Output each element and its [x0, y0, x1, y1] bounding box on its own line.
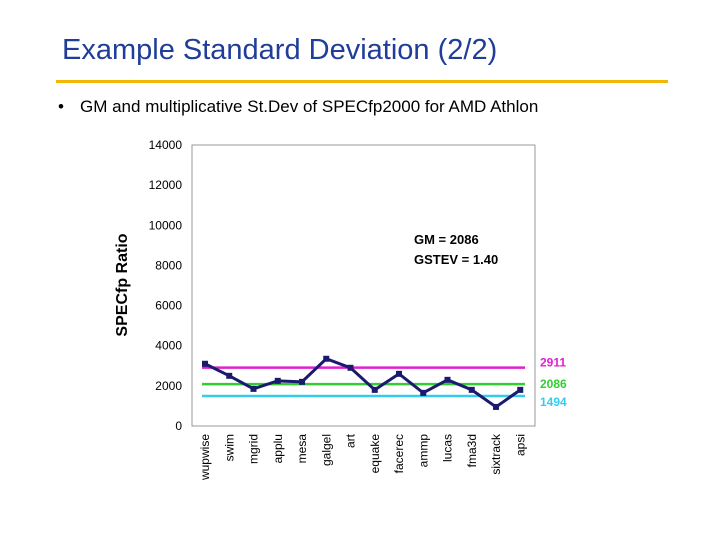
- x-tick-label: sixtrack: [489, 433, 503, 475]
- x-tick-label: ammp: [416, 434, 430, 468]
- x-tick-label: facerec: [392, 434, 406, 473]
- y-tick-label: 14000: [149, 138, 183, 152]
- x-tick-label: swim: [222, 434, 236, 461]
- bullet-symbol: •: [58, 97, 64, 116]
- x-tick-label: wupwise: [198, 434, 212, 481]
- data-point: [347, 364, 354, 371]
- x-tick-label: mgrid: [247, 434, 261, 464]
- reference-line-label: 2911: [540, 356, 566, 370]
- data-point: [420, 389, 427, 396]
- data-point: [493, 403, 499, 410]
- x-tick-label: lucas: [441, 434, 455, 462]
- data-point: [250, 385, 257, 392]
- series-line: [204, 357, 522, 409]
- data-point: [202, 360, 208, 367]
- y-tick-label: 8000: [155, 258, 182, 272]
- slide-title: Example Standard Deviation (2/2): [62, 34, 498, 66]
- x-tick-label: art: [344, 433, 358, 448]
- title-underline: [56, 80, 668, 83]
- x-tick-label: equake: [368, 434, 382, 474]
- y-tick-label: 10000: [149, 218, 183, 232]
- data-point: [226, 372, 233, 379]
- y-tick-label: 6000: [155, 299, 182, 313]
- reference-line-label: 1494: [540, 395, 567, 409]
- data-point: [468, 386, 475, 393]
- bullet-item: • GM and multiplicative St.Dev of SPECfp2…: [58, 97, 538, 117]
- chart-annotation: GSTEV = 1.40: [414, 252, 498, 267]
- data-point: [396, 370, 402, 377]
- y-tick-label: 2000: [155, 379, 182, 393]
- x-tick-label: apsi: [513, 434, 527, 456]
- bullet-text: GM and multiplicative St.Dev of SPECfp20…: [80, 97, 539, 116]
- data-point: [444, 376, 451, 383]
- data-point: [299, 378, 305, 385]
- chart-annotation: GM = 2086: [414, 232, 479, 247]
- x-tick-label: galgel: [319, 434, 333, 466]
- x-tick-label: mesa: [295, 434, 309, 464]
- data-point: [274, 377, 281, 384]
- data-point: [517, 386, 524, 393]
- y-tick-label: 12000: [149, 178, 183, 192]
- data-point: [371, 386, 378, 393]
- x-tick-label: applu: [271, 434, 285, 463]
- data-point: [323, 355, 330, 362]
- reference-line-label: 2086: [540, 377, 567, 391]
- y-axis-label: SPECfp Ratio: [114, 233, 131, 336]
- x-tick-label: fma3d: [465, 434, 479, 467]
- y-tick-label: 4000: [155, 339, 182, 353]
- y-tick-label: 0: [175, 419, 182, 433]
